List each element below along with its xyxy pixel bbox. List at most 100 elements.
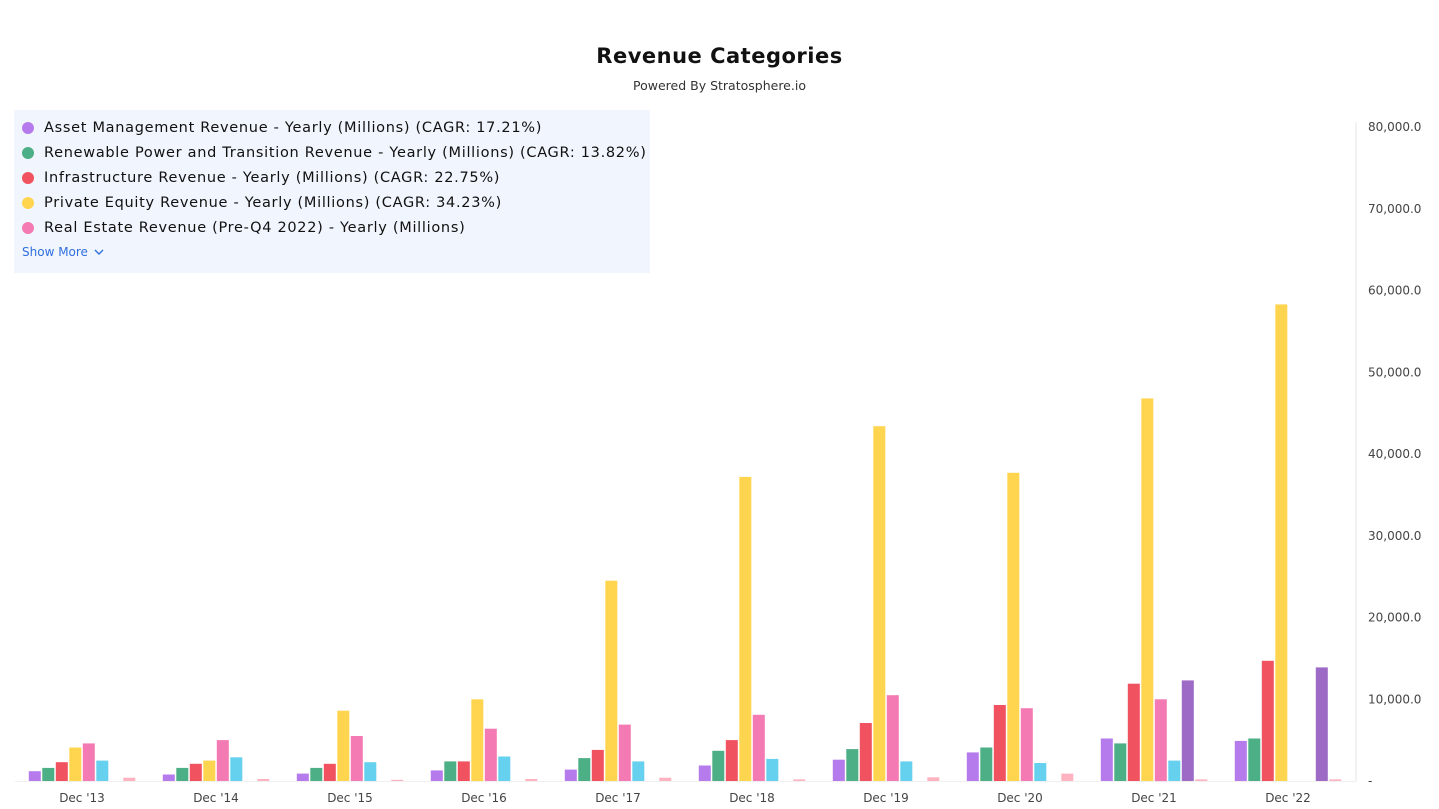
legend-label: Private Equity Revenue - Yearly (Million… — [44, 194, 502, 211]
legend-dot-icon — [22, 171, 34, 184]
bar[interactable] — [96, 760, 109, 781]
bar[interactable] — [430, 770, 443, 781]
legend-dot-icon — [22, 146, 34, 159]
bar[interactable] — [162, 774, 175, 782]
bar[interactable] — [1275, 304, 1288, 781]
bar[interactable] — [1195, 779, 1208, 781]
bar[interactable] — [859, 723, 872, 781]
bar[interactable] — [82, 743, 95, 781]
x-tick-label: Dec '21 — [1131, 791, 1177, 805]
legend-dot-icon — [22, 196, 34, 209]
bar[interactable] — [257, 779, 270, 781]
bar[interactable] — [364, 762, 377, 781]
x-tick-label: Dec '18 — [729, 791, 775, 805]
bar[interactable] — [1007, 472, 1020, 781]
y-tick-label: 50,000.0 — [1368, 365, 1421, 379]
bar[interactable] — [189, 763, 202, 781]
bar[interactable] — [927, 777, 940, 781]
bar[interactable] — [296, 773, 309, 781]
legend-item-renewable-power[interactable]: Renewable Power and Transition Revenue -… — [22, 140, 650, 165]
bar[interactable] — [712, 750, 725, 781]
legend-item-infrastructure[interactable]: Infrastructure Revenue - Yearly (Million… — [22, 165, 650, 190]
bar[interactable] — [337, 710, 350, 781]
x-tick-label: Dec '13 — [59, 791, 105, 805]
bar[interactable] — [578, 758, 591, 781]
bar[interactable] — [498, 756, 511, 782]
x-tick-label: Dec '16 — [461, 791, 507, 805]
legend-item-asset-management[interactable]: Asset Management Revenue - Yearly (Milli… — [22, 115, 650, 140]
legend-label: Infrastructure Revenue - Yearly (Million… — [44, 169, 501, 186]
bar[interactable] — [444, 761, 457, 781]
bar[interactable] — [203, 760, 216, 781]
bar[interactable] — [1248, 738, 1261, 782]
bar[interactable] — [471, 699, 484, 782]
bar[interactable] — [752, 714, 765, 781]
bar[interactable] — [310, 767, 323, 781]
bar[interactable] — [993, 705, 1006, 781]
bar[interactable] — [1061, 773, 1074, 781]
bar[interactable] — [793, 779, 806, 781]
bar[interactable] — [966, 752, 979, 781]
bar[interactable] — [846, 749, 859, 781]
y-tick-label: - — [1368, 774, 1372, 788]
chevron-down-icon — [94, 249, 104, 255]
x-tick-label: Dec '14 — [193, 791, 239, 805]
bar[interactable] — [323, 763, 336, 781]
legend-item-private-equity[interactable]: Private Equity Revenue - Yearly (Million… — [22, 190, 650, 215]
chart-legend: Asset Management Revenue - Yearly (Milli… — [14, 110, 650, 273]
y-tick-label: 10,000.0 — [1368, 692, 1421, 706]
bar[interactable] — [457, 761, 470, 781]
bar[interactable] — [55, 762, 68, 781]
bar[interactable] — [484, 728, 497, 781]
y-tick-label: 60,000.0 — [1368, 284, 1421, 298]
bar[interactable] — [766, 758, 779, 781]
bar[interactable] — [123, 777, 136, 781]
bar[interactable] — [1154, 699, 1167, 782]
bar[interactable] — [1141, 398, 1154, 781]
bar[interactable] — [1315, 667, 1328, 781]
bar[interactable] — [1114, 743, 1127, 781]
bar[interactable] — [980, 747, 993, 782]
chart-subtitle: Powered By Stratosphere.io — [633, 78, 806, 93]
bar[interactable] — [873, 426, 886, 781]
bar[interactable] — [176, 767, 189, 781]
bar[interactable] — [230, 757, 243, 781]
y-tick-label: 20,000.0 — [1368, 611, 1421, 625]
bar[interactable] — [698, 765, 711, 782]
legend-label: Real Estate Revenue (Pre-Q4 2022) - Year… — [44, 219, 466, 236]
bar[interactable] — [632, 761, 645, 781]
bar[interactable] — [1034, 763, 1047, 781]
bar[interactable] — [832, 759, 845, 781]
bar[interactable] — [618, 724, 631, 781]
bar[interactable] — [900, 761, 913, 781]
bar[interactable] — [1234, 740, 1247, 781]
bar[interactable] — [1100, 738, 1113, 782]
show-more-button[interactable]: Show More — [22, 245, 650, 259]
bar[interactable] — [216, 740, 229, 781]
bar[interactable] — [391, 779, 404, 781]
bar[interactable] — [350, 736, 363, 781]
bar[interactable] — [564, 769, 577, 781]
bar[interactable] — [1181, 680, 1194, 781]
bar[interactable] — [1168, 760, 1181, 781]
bar[interactable] — [886, 695, 899, 781]
bar[interactable] — [525, 779, 538, 781]
bar[interactable] — [1329, 779, 1342, 781]
bar[interactable] — [42, 767, 55, 781]
legend-item-real-estate[interactable]: Real Estate Revenue (Pre-Q4 2022) - Year… — [22, 215, 650, 240]
legend-dot-icon — [22, 121, 34, 134]
bar[interactable] — [739, 476, 752, 781]
bar[interactable] — [1261, 660, 1274, 781]
bar[interactable] — [591, 749, 604, 781]
legend-dot-icon — [22, 221, 34, 234]
x-tick-label: Dec '19 — [863, 791, 909, 805]
bar[interactable] — [28, 771, 41, 781]
bar[interactable] — [605, 580, 618, 781]
bar[interactable] — [659, 777, 672, 781]
bar[interactable] — [1020, 708, 1033, 781]
bar[interactable] — [725, 740, 738, 781]
bar[interactable] — [1127, 683, 1140, 781]
legend-label: Asset Management Revenue - Yearly (Milli… — [44, 119, 543, 136]
show-more-label: Show More — [22, 245, 88, 259]
bar[interactable] — [69, 747, 82, 782]
